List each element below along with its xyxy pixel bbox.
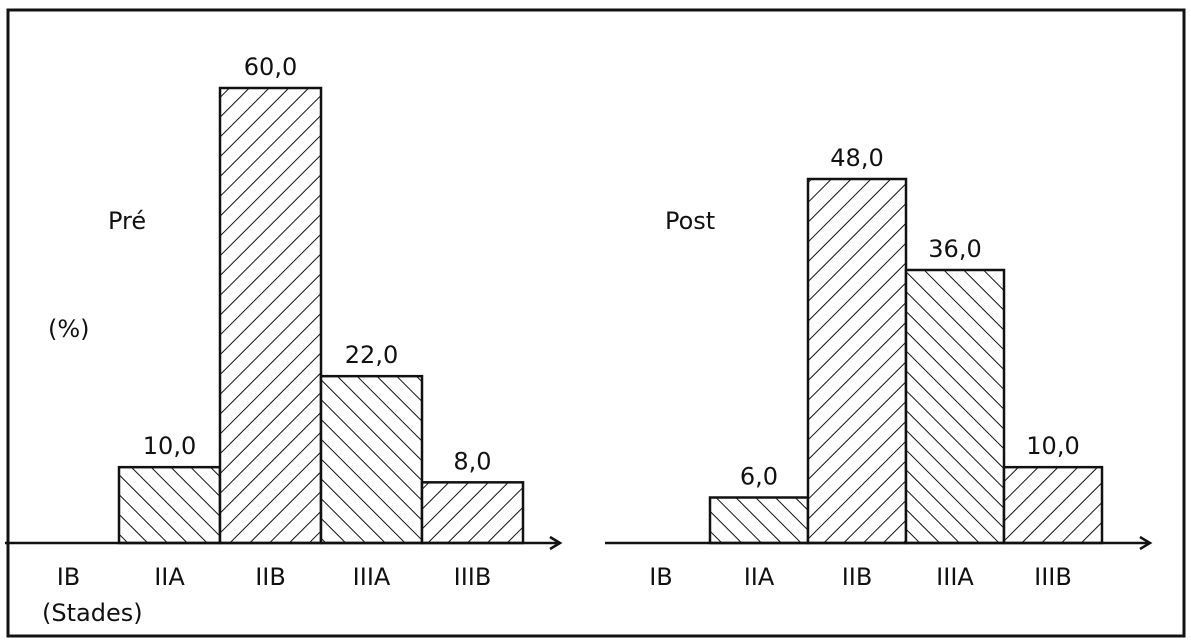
x-tick-label: IIB <box>255 563 286 591</box>
value-label: 10,0 <box>1026 432 1079 460</box>
bar <box>117 465 222 545</box>
x-axis-label: (Stades) <box>42 599 143 627</box>
bar <box>218 86 323 545</box>
axis-arrow <box>1139 535 1153 551</box>
value-label: 6,0 <box>740 463 778 491</box>
x-tick-label: IIIA <box>353 563 391 591</box>
x-tick-label: IIIA <box>936 563 974 591</box>
y-axis-label: (%) <box>48 315 90 343</box>
x-tick-label: IIIB <box>1034 563 1072 591</box>
x-tick-label: IB <box>649 563 673 591</box>
x-tick-label: IIA <box>154 563 185 591</box>
value-label: 36,0 <box>928 235 981 263</box>
bar <box>1002 465 1104 545</box>
chart-title: Post <box>665 207 715 235</box>
x-tick-label: IIIB <box>454 563 492 591</box>
bar <box>319 374 424 545</box>
chart-title: Pré <box>108 207 146 235</box>
axis-arrow <box>549 535 563 551</box>
value-label: 60,0 <box>244 53 297 81</box>
x-tick-label: IB <box>57 563 81 591</box>
bar <box>806 177 908 545</box>
x-tick-label: IIB <box>842 563 873 591</box>
value-label: 48,0 <box>830 144 883 172</box>
value-label: 8,0 <box>453 447 491 475</box>
bar <box>420 481 525 545</box>
frame <box>6 8 1186 638</box>
bar <box>708 496 810 545</box>
x-tick-label: IIA <box>744 563 775 591</box>
value-label: 10,0 <box>143 432 196 460</box>
value-label: 22,0 <box>345 341 398 369</box>
bar <box>904 268 1006 545</box>
